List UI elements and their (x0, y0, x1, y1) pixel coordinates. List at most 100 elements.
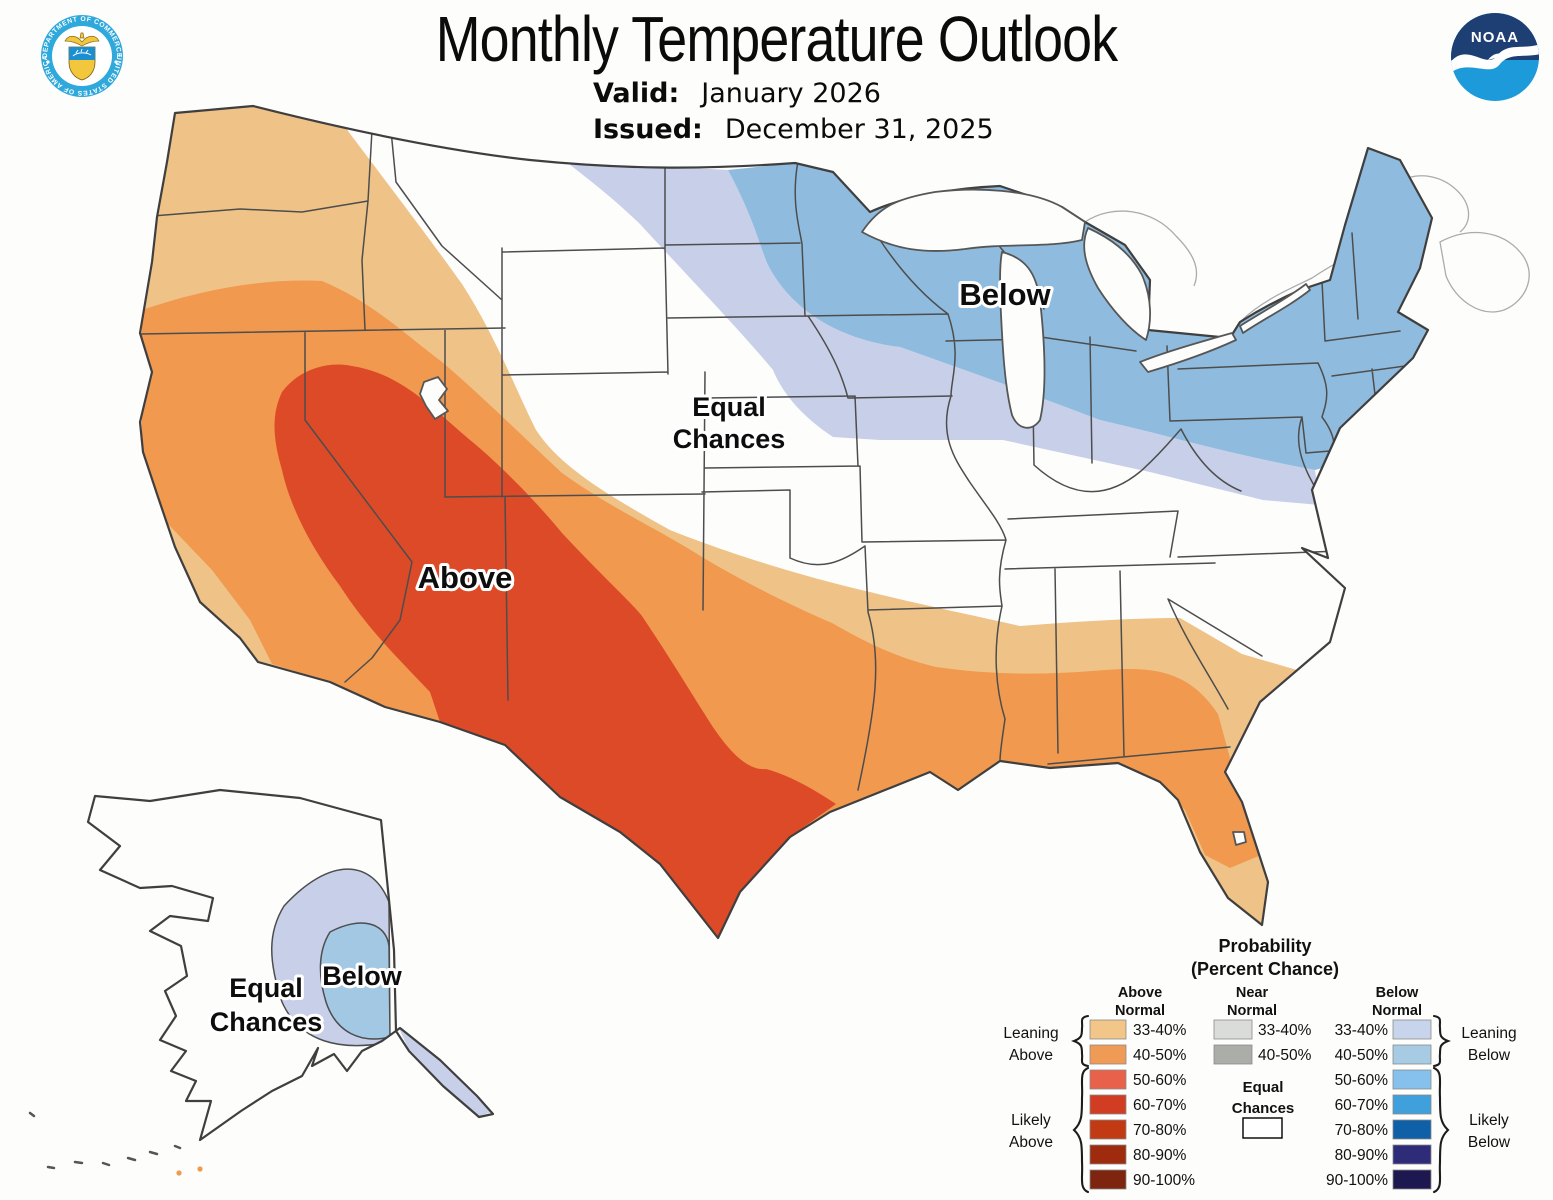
lake-huron (1083, 227, 1151, 341)
lake-erie (1139, 332, 1237, 373)
swatch-below-50 (1392, 1069, 1432, 1090)
swatch-below-33 (1392, 1019, 1432, 1040)
near-pct-40: 40-50% (1258, 1047, 1312, 1064)
seal-eagle (64, 32, 100, 47)
noaa-gull (1451, 44, 1539, 74)
label-equal-line2: Chances (673, 424, 786, 454)
legend-near-header: Near (1236, 985, 1269, 1001)
equal-chances-swatch (1242, 1117, 1283, 1139)
valid-line: Valid: January 2026 (593, 78, 881, 109)
label-equal-line1: Equal (692, 392, 766, 422)
above-pct-70: 70-80% (1133, 1122, 1187, 1139)
seal-star-right (114, 60, 118, 64)
alaska-outline (86, 788, 495, 1142)
label-below-conus: Below (959, 277, 1051, 312)
above-pct-50: 50-60% (1133, 1072, 1187, 1089)
legend-above-header: Above (1118, 985, 1162, 1001)
swatch-above-50 (1089, 1069, 1127, 1090)
noaa-logo: NOAA (1451, 13, 1539, 101)
label-ak-equal-line2: Chances (210, 1007, 323, 1037)
ak-panhandle-below (398, 1026, 492, 1116)
above-pct-40: 40-50% (1133, 1047, 1187, 1064)
legend-equal-line2: Chances (1232, 1100, 1295, 1117)
issued-value: December 31, 2025 (724, 114, 994, 145)
swatch-below-80 (1392, 1144, 1432, 1165)
swatch-below-90 (1392, 1169, 1432, 1190)
legend-title-line2: (Percent Chance) (1191, 959, 1339, 979)
below-pct-33: 33-40% (1335, 1022, 1389, 1039)
leaning-above-label: Leaning (1003, 1025, 1058, 1042)
lake-michigan (999, 251, 1046, 429)
brace-leaning-below (1432, 1014, 1450, 1068)
leaning-below-label2: Below (1468, 1047, 1511, 1064)
leaning-above-label2: Above (1009, 1047, 1053, 1064)
legend-near-header2: Normal (1227, 1003, 1277, 1019)
legend-title-line1: Probability (1218, 936, 1311, 956)
swatch-below-60 (1392, 1094, 1432, 1115)
legend: Probability (Percent Chance) Above Norma… (1003, 936, 1517, 1194)
aleutian-islands (28, 1111, 182, 1170)
label-ak-below: Below (322, 961, 403, 991)
ak-region-border (271, 868, 391, 1047)
below-pct-40: 40-50% (1335, 1047, 1389, 1064)
below-pct-60: 60-70% (1335, 1097, 1389, 1114)
page-title: Monthly Temperature Outlook (435, 3, 1118, 75)
region-florida-tip-33-40 (1225, 852, 1268, 925)
region-below-33-40 (565, 161, 1320, 505)
swatch-near-40 (1213, 1044, 1253, 1065)
great-lakes (419, 188, 1311, 846)
legend-below-column (1392, 1019, 1432, 1190)
swatch-above-90 (1089, 1169, 1127, 1190)
above-pct-80: 80-90% (1133, 1147, 1187, 1164)
noaa-logo-text: NOAA (1471, 29, 1519, 46)
brace-likely-above (1072, 1066, 1090, 1194)
likely-below-label: Likely (1469, 1112, 1509, 1129)
legend-above-column (1089, 1019, 1127, 1190)
swatch-above-60 (1089, 1094, 1127, 1115)
swatch-above-40 (1089, 1044, 1127, 1065)
seal-star-left (46, 60, 50, 64)
likely-above-label2: Above (1009, 1134, 1053, 1151)
seal-shield-top (69, 47, 95, 60)
below-pct-90: 90-100% (1326, 1172, 1388, 1189)
leaning-below-label: Leaning (1461, 1025, 1516, 1042)
swatch-above-70 (1089, 1119, 1127, 1140)
state-borders (140, 111, 1406, 791)
legend-below-header: Below (1376, 985, 1419, 1001)
lake-okeechobee (1232, 831, 1247, 846)
swatch-above-80 (1089, 1144, 1127, 1165)
aleutian-above-dot (176, 1170, 182, 1176)
legend-below-header2: Normal (1372, 1003, 1422, 1019)
seal-ship (72, 48, 92, 57)
swatch-near-33 (1213, 1019, 1253, 1040)
near-pct-33: 33-40% (1258, 1022, 1312, 1039)
issued-label: Issued: (593, 114, 703, 145)
legend-equal-line1: Equal (1243, 1079, 1284, 1096)
swatch-below-70 (1392, 1119, 1432, 1140)
above-pct-60: 60-70% (1133, 1097, 1187, 1114)
legend-above-header2: Normal (1115, 1003, 1165, 1019)
valid-value: January 2026 (701, 78, 881, 109)
region-above-50-60 (274, 364, 836, 938)
label-ak-equal-line1: Equal (229, 973, 303, 1003)
likely-below-label2: Below (1468, 1134, 1511, 1151)
below-pct-50: 50-60% (1335, 1072, 1389, 1089)
brace-leaning-above (1072, 1014, 1090, 1068)
lake-superior (861, 188, 1086, 252)
below-pct-70: 70-80% (1335, 1122, 1389, 1139)
valid-label: Valid: (593, 78, 680, 109)
label-above-conus: Above (418, 560, 513, 595)
legend-near-column (1213, 1019, 1253, 1065)
great-salt-lake (419, 376, 449, 420)
issued-line: Issued: December 31, 2025 (593, 114, 994, 145)
commerce-seal-logo: DEPARTMENT OF COMMERCE UNITED STATES OF … (41, 15, 123, 97)
conus-outline (138, 104, 1434, 940)
above-pct-90: 90-100% (1133, 1172, 1195, 1189)
lake-ontario (1239, 283, 1311, 334)
swatch-below-40 (1392, 1044, 1432, 1065)
ak-region-below-40-50 (320, 923, 390, 1039)
below-pct-80: 80-90% (1335, 1147, 1389, 1164)
above-pct-33: 33-40% (1133, 1022, 1187, 1039)
